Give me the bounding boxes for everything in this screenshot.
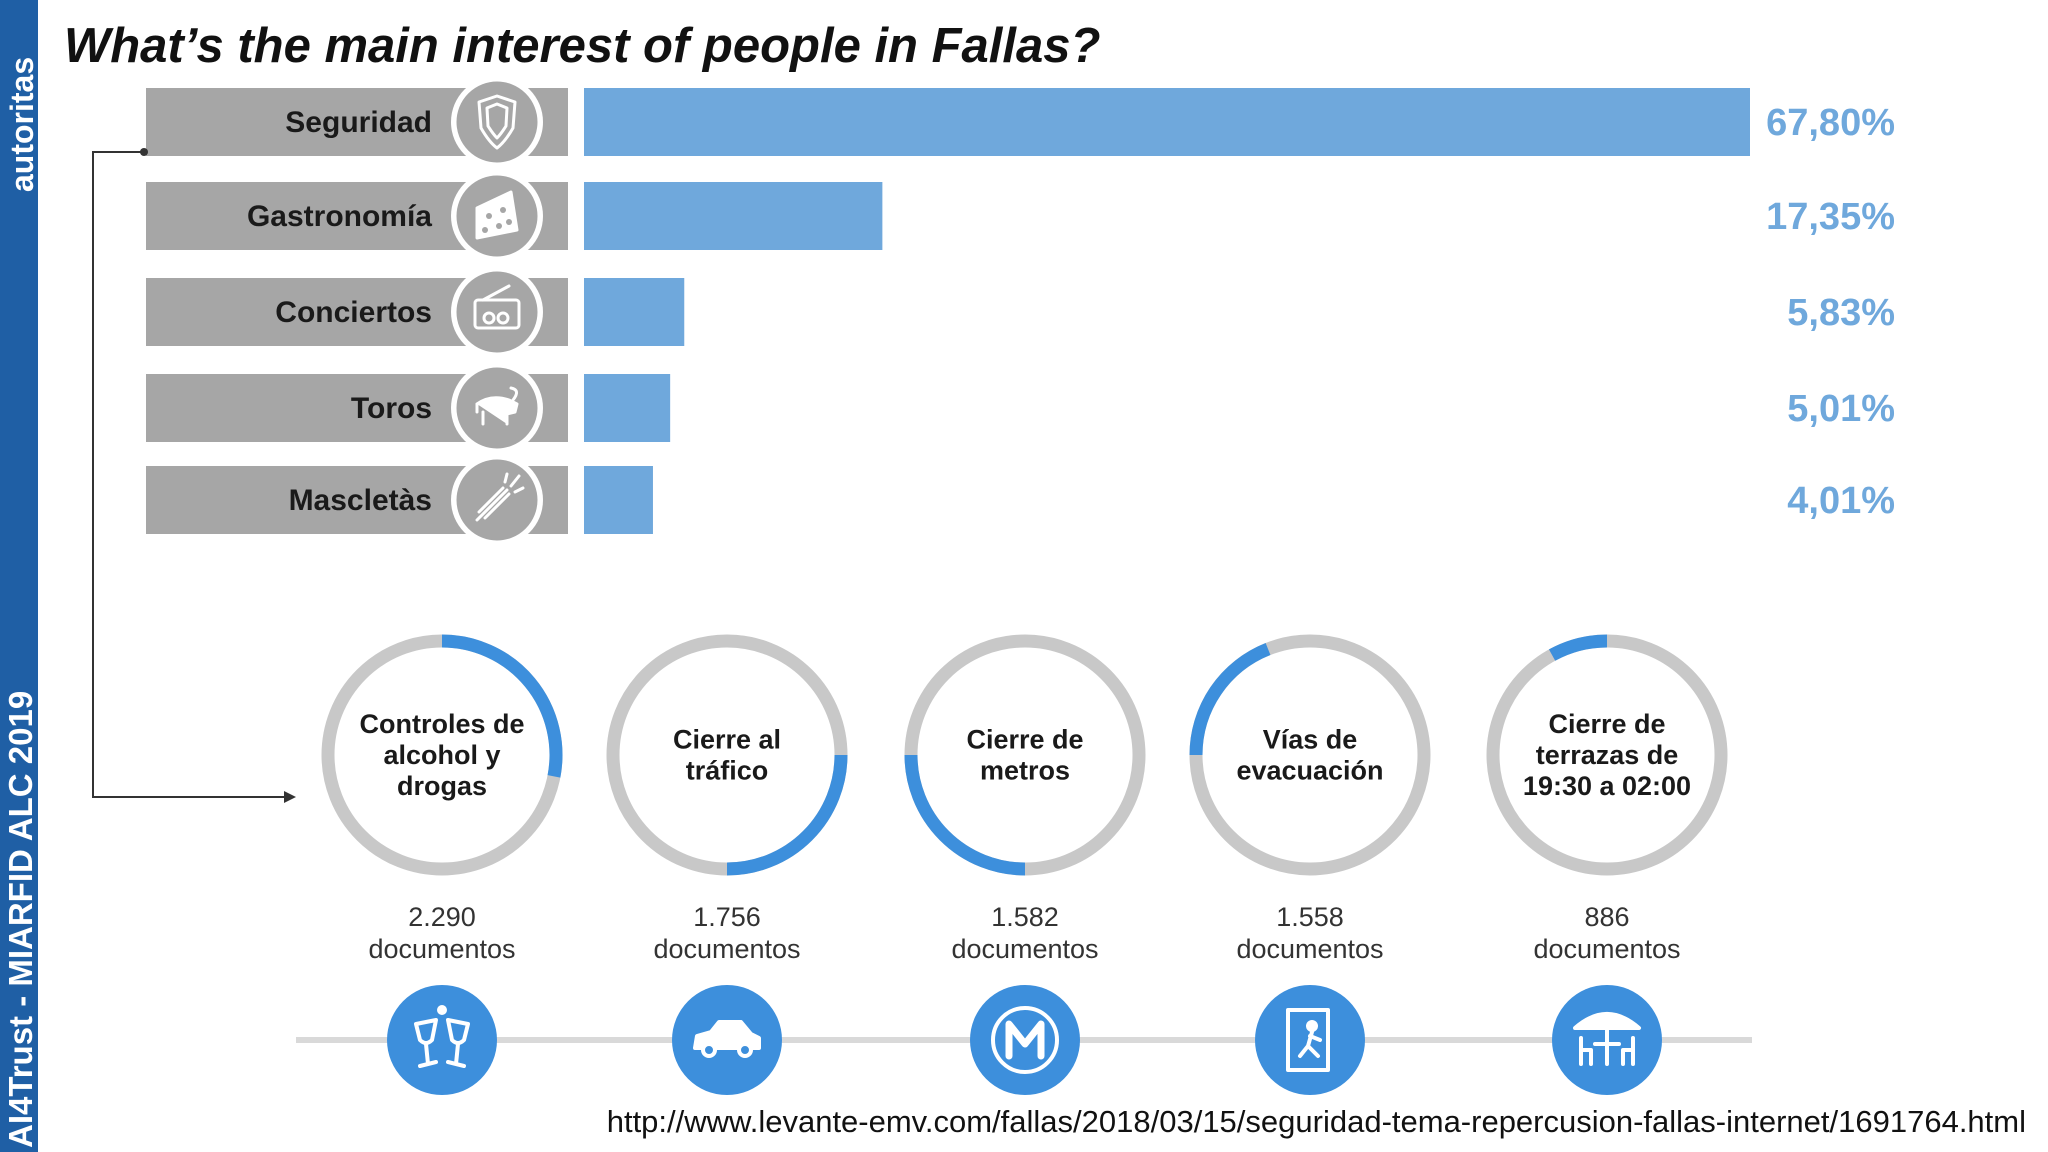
donut-label: Cierre al [673,725,781,755]
source-url[interactable]: http://www.levante-emv.com/fallas/2018/0… [606,1104,2026,1139]
ticket-icon [473,284,521,330]
bar-value-label: 5,83% [1787,292,1895,334]
donut-label: metros [980,756,1070,786]
icon-badge [672,985,782,1095]
donut-arc [904,754,1026,876]
document-unit: documentos [368,934,515,964]
icon-badge [1255,985,1365,1095]
document-count: 1.558 [1276,902,1344,932]
icon-badge [1552,985,1662,1095]
bar-row: Conciertos 5,83% [146,266,1895,358]
shield-icon [477,94,517,150]
bar-value-label: 17,35% [1766,196,1895,238]
bull-icon [475,386,519,426]
cocktail-glasses-icon [414,1005,470,1068]
bar [584,88,1750,156]
connector-dot [140,148,148,156]
bar-row: Seguridad 67,80% [146,76,1895,168]
document-count: 2.290 [408,902,476,932]
bar-value-label: 5,01% [1787,388,1895,430]
donut-label: drogas [397,771,487,801]
document-count: 1.582 [991,902,1059,932]
category-label: Conciertos [275,296,432,329]
donut-label: Cierre de [966,725,1083,755]
donut-arc [1548,634,1608,661]
metro-icon [991,1006,1059,1074]
sidebar: autoritas AI4Trust - MIARFID ALC 2019 [0,0,40,1152]
donut-label: 19:30 a 02:00 [1523,771,1691,801]
document-count: 1.756 [693,902,761,932]
connector-line [92,151,290,798]
donut-label: alcohol y [383,740,500,770]
terrace-umbrella-icon [1573,1012,1641,1066]
document-unit: documentos [1533,934,1680,964]
icon-badge [970,985,1080,1095]
icon-circle [453,78,541,166]
donut-arc [1189,642,1271,756]
category-label: Gastronomía [247,200,432,233]
bar-row: Toros 5,01% [146,362,1895,454]
bar [584,278,685,346]
car-icon [693,1020,761,1058]
bar [584,374,671,442]
icon-circle [387,985,497,1095]
category-label: Mascletàs [289,484,432,517]
bar-row: Mascletàs 4,01% [146,454,1895,546]
connector-arrow [284,791,296,803]
bar-row: Gastronomía 17,35% [146,170,1895,262]
bar-value-label: 4,01% [1787,480,1895,522]
document-unit: documentos [951,934,1098,964]
icon-circle [453,268,541,356]
category-label: Toros [351,392,432,425]
donut-arc [726,754,848,876]
donut-label: Vías de [1263,725,1358,755]
bar [584,466,653,534]
donut-label: Cierre de [1548,709,1665,739]
document-unit: documentos [1236,934,1383,964]
page-title: What’s the main interest of people in Fa… [64,19,1101,73]
bar [584,182,883,250]
category-label: Seguridad [285,106,432,139]
firework-icon [475,472,525,522]
icon-badge [387,985,497,1095]
document-count: 886 [1584,902,1629,932]
donut-label: terrazas de [1536,740,1679,770]
donut-label: Controles de [359,709,524,739]
bar-value-label: 67,80% [1766,102,1895,144]
donut-label: tráfico [686,756,769,786]
emergency-exit-icon [1286,1008,1330,1072]
donut-label: evacuación [1236,756,1383,786]
cheese-icon [475,190,519,240]
document-unit: documentos [653,934,800,964]
donut-arc [441,634,563,778]
